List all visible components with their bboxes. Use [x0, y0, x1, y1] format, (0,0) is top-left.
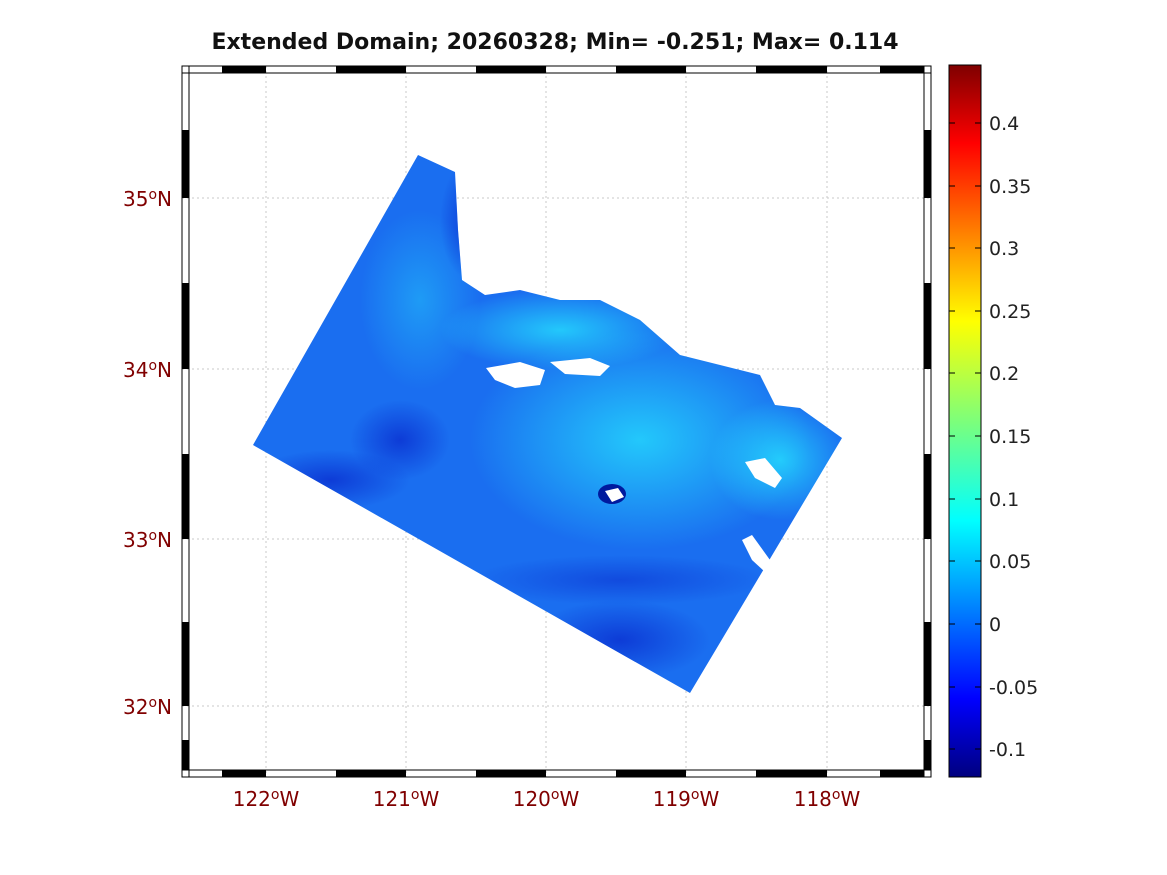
lat-label: 34oN — [123, 358, 172, 382]
lat-label: 32oN — [123, 695, 172, 719]
colorbar-tick-label: 0.2 — [989, 363, 1019, 385]
frame-ticks — [181, 65, 932, 778]
lat-label: 33oN — [123, 528, 172, 552]
colorbar-tick-label: -0.05 — [989, 677, 1038, 699]
colorbar-tick-label: 0 — [989, 614, 1001, 636]
colorbar-tick-label: -0.1 — [989, 739, 1026, 761]
lon-label: 118oW — [794, 787, 861, 811]
colorbar-tick-label: 0.4 — [989, 113, 1019, 135]
latitude-labels: 35oN 34oN 33oN 32oN — [123, 187, 172, 719]
lon-label: 121oW — [373, 787, 440, 811]
island-san-clemente — [742, 535, 770, 572]
islands — [486, 358, 782, 572]
colorbar-tick-label: 0.15 — [989, 426, 1031, 448]
island-san-miguel — [486, 362, 545, 388]
island-catalina — [745, 458, 782, 488]
lon-label: 120oW — [513, 787, 580, 811]
map-title: Extended Domain; 20260328; Min= -0.251; … — [211, 30, 899, 55]
colorbar-tick-label: 0.1 — [989, 489, 1019, 511]
lat-label: 35oN — [123, 187, 172, 211]
colorbar-tick-label: 0.35 — [989, 176, 1031, 198]
longitude-labels: 122oW 121oW 120oW 119oW 118oW — [233, 787, 861, 811]
colorbar-tick-label: 0.25 — [989, 301, 1031, 323]
lon-label: 119oW — [653, 787, 720, 811]
colorbar-tick-label: 0.3 — [989, 238, 1019, 260]
colorbar-tick-label: 0.05 — [989, 551, 1031, 573]
colorbar-gradient — [948, 64, 982, 778]
ssh-field — [253, 155, 842, 693]
lon-label: 122oW — [233, 787, 300, 811]
island-santa-cruz — [550, 358, 610, 376]
island-san-nicolas — [605, 488, 624, 502]
colorbar: 0.4 0.35 0.3 0.25 0.2 0.15 0.1 0.05 0 -0… — [948, 64, 1038, 778]
